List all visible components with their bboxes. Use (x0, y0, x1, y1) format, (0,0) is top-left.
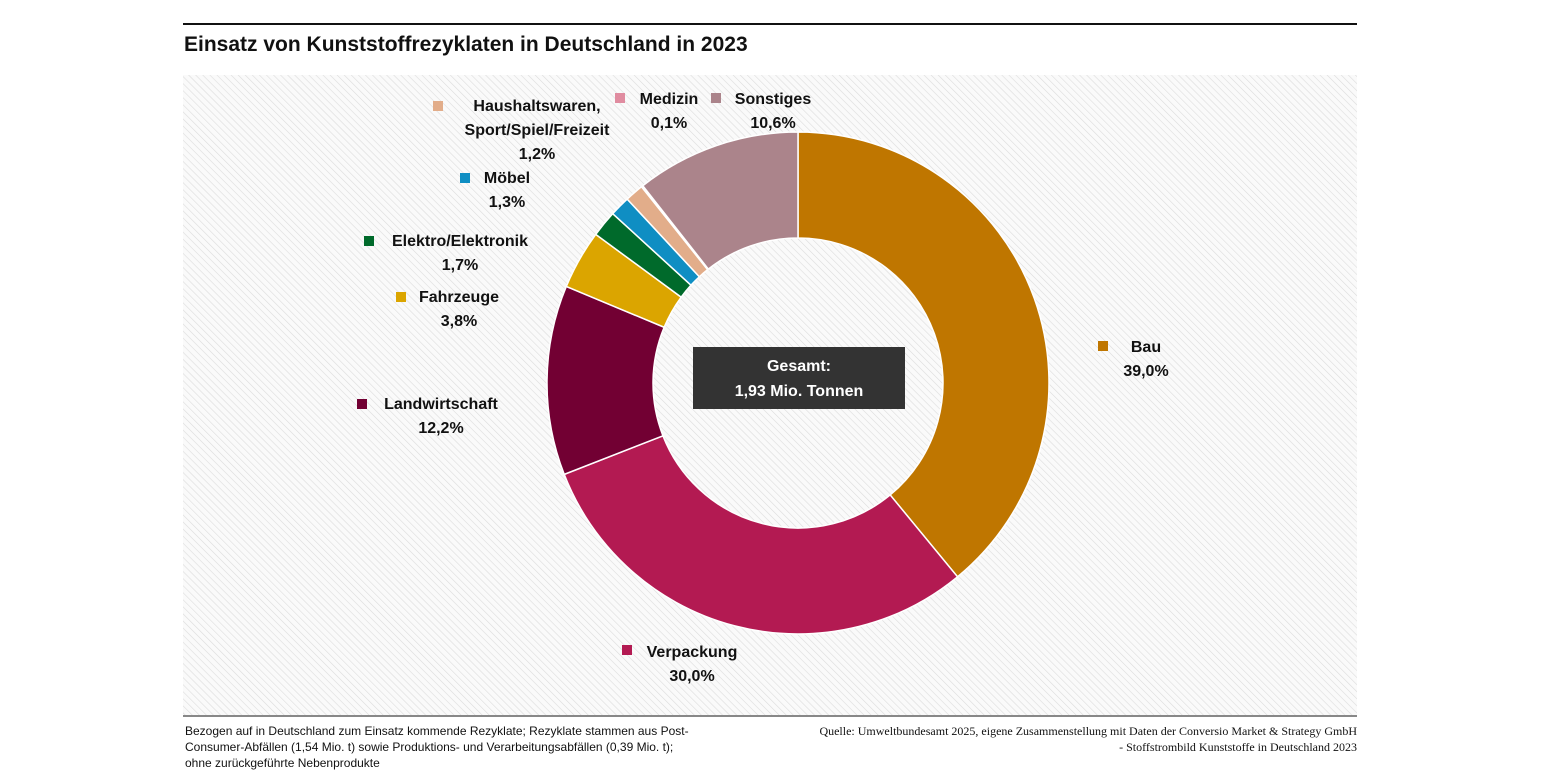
legend-marker (1098, 341, 1108, 351)
data-label: Elektro/Elektronik 1,7% (375, 230, 545, 278)
legend-marker (357, 399, 367, 409)
category-label: Elektro/Elektronik (391, 233, 529, 250)
data-label: Möbel 1,3% (467, 167, 547, 215)
data-label: Bau 39,0% (1106, 336, 1186, 384)
center-label: Gesamt: (767, 358, 831, 375)
data-label: Medizin 0,1% (624, 88, 714, 136)
legend-marker (622, 645, 632, 655)
value-label: 3,8% (440, 313, 478, 330)
category-label: Bau (1130, 339, 1162, 356)
value-label: 30,0% (669, 668, 715, 685)
value-label: 12,2% (418, 420, 464, 437)
center-box (693, 347, 905, 409)
slice (641, 131, 799, 271)
source: Quelle: Umweltbundesamt 2025, eigene Zus… (819, 724, 1357, 754)
category-label: Verpackung (646, 644, 738, 661)
category-label: Sonstiges (734, 91, 812, 108)
chart-title: Einsatz von Kunststoffrezyklaten in Deut… (184, 33, 748, 56)
data-label: Landwirtschaft 12,2% (361, 393, 521, 441)
value-label: 1,2% (518, 146, 556, 163)
slice (563, 434, 959, 635)
category-label: Medizin (639, 91, 699, 108)
legend-marker (615, 93, 625, 103)
data-label: Sonstiges 10,6% (723, 88, 823, 136)
legend-marker (711, 93, 721, 103)
data-label: Fahrzeuge 3,8% (399, 286, 519, 334)
value-label: 1,3% (488, 194, 526, 211)
center-label: 1,93 Mio. Tonnen (735, 383, 864, 400)
slice (797, 131, 1050, 578)
data-label: Haushaltswaren, Sport/Spiel/Freizeit 1,2% (450, 95, 625, 167)
value-label: 0,1% (650, 115, 688, 132)
category-label: Haushaltswaren, Sport/Spiel/Freizeit (464, 98, 610, 139)
value-label: 10,6% (750, 115, 796, 132)
legend-marker (433, 101, 443, 111)
value-label: 1,7% (441, 257, 479, 274)
legend-marker (364, 236, 374, 246)
category-label: Landwirtschaft (384, 396, 498, 413)
legend-marker (460, 173, 470, 183)
category-label: Fahrzeuge (418, 289, 499, 306)
legend-marker (396, 292, 406, 302)
value-label: 39,0% (1123, 363, 1169, 380)
footnote: Bezogen auf in Deutschland zum Einsatz k… (185, 724, 689, 770)
data-label: Verpackung 30,0% (622, 641, 762, 689)
category-label: Möbel (483, 170, 531, 187)
